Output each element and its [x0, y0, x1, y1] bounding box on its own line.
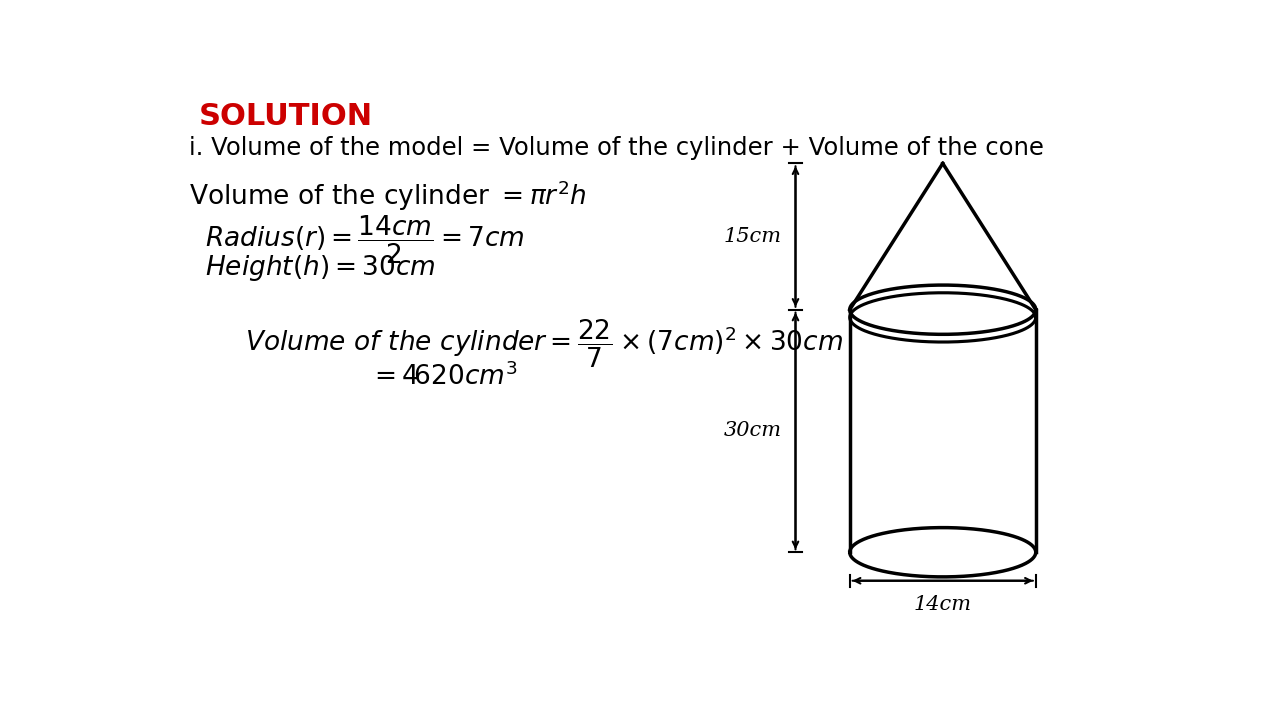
- Text: $\mathit{Volume\ of\ the\ cylinder} = \dfrac{22}{7} \times (7cm)^2 \times 30cm$: $\mathit{Volume\ of\ the\ cylinder} = \d…: [246, 318, 844, 369]
- Text: i. Volume of the model = Volume of the cylinder + Volume of the cone: i. Volume of the model = Volume of the c…: [189, 137, 1044, 161]
- Text: SOLUTION: SOLUTION: [198, 102, 372, 131]
- Text: $\mathit{Height}(h) = 30cm$: $\mathit{Height}(h) = 30cm$: [205, 253, 435, 284]
- Text: 15cm: 15cm: [723, 227, 782, 246]
- Text: Volume of the cylinder $= \pi r^2 h$: Volume of the cylinder $= \pi r^2 h$: [189, 179, 586, 213]
- Text: $\mathit{Radius}(r) = \dfrac{14cm}{2} = 7cm$: $\mathit{Radius}(r) = \dfrac{14cm}{2} = …: [205, 213, 525, 266]
- Text: 14cm: 14cm: [914, 595, 972, 613]
- Text: $= 4\!\mathit{6}20cm^3$: $= 4\!\mathit{6}20cm^3$: [369, 361, 518, 390]
- Text: 30cm: 30cm: [723, 421, 782, 441]
